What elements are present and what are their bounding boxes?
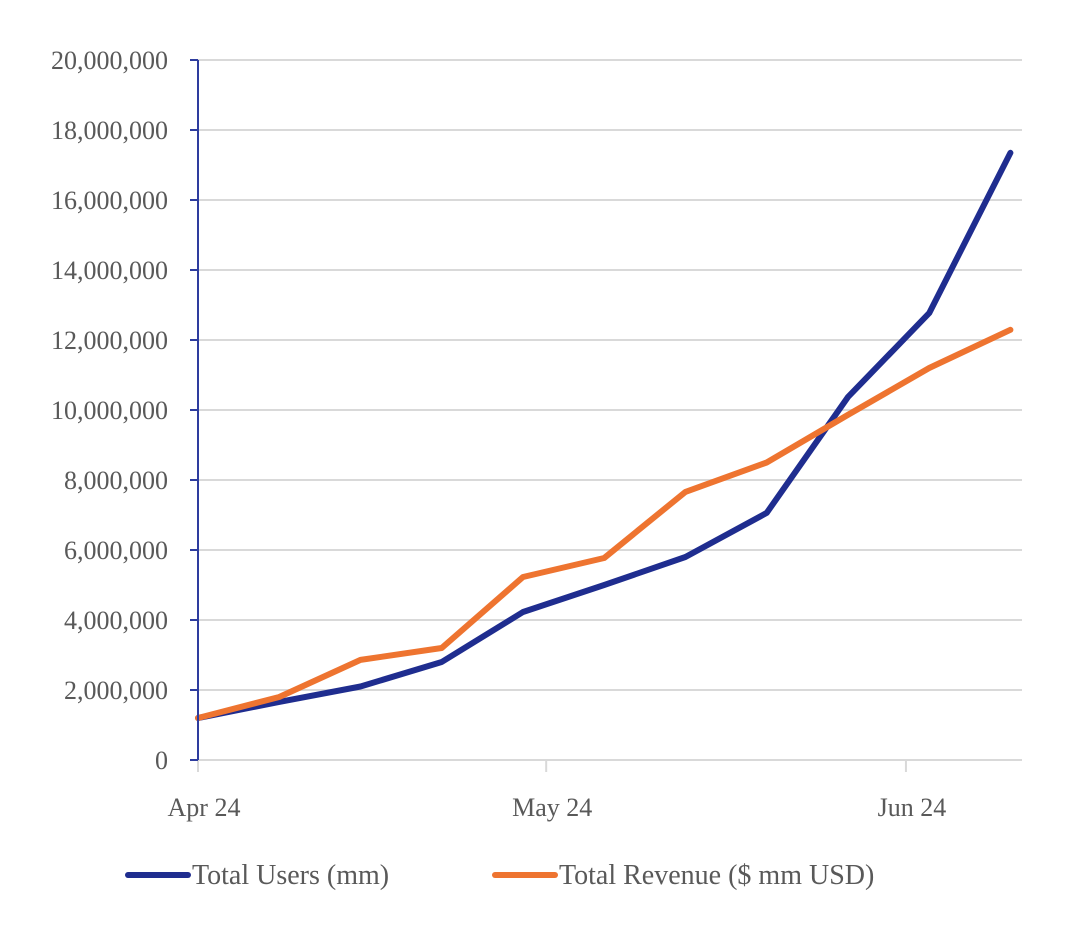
y-tick-label: 0 [155,746,168,775]
legend-label: Total Revenue ($ mm USD) [559,860,874,891]
x-tick-label: May 24 [512,793,592,822]
y-tick-label: 14,000,000 [51,256,168,285]
x-tick-label: Apr 24 [168,793,241,822]
axes [190,60,198,760]
gridlines [198,60,1022,760]
y-tick-label: 12,000,000 [51,326,168,355]
y-tick-label: 4,000,000 [64,606,168,635]
x-tick-label: Jun 24 [878,793,947,822]
y-tick-label: 6,000,000 [64,536,168,565]
y-tick-label: 18,000,000 [51,116,168,145]
legend-label: Total Users (mm) [192,860,389,891]
y-tick-label: 20,000,000 [51,46,168,75]
y-axis-tick-labels: 0 2,000,000 4,000,000 6,000,000 8,000,000 10,… [51,46,168,775]
x-axis-ticks: Apr 24 May 24 Jun 24 [168,760,947,822]
series-line-0 [198,153,1010,718]
legend: Total Users (mm) Total Revenue ($ mm USD) [128,860,874,891]
y-tick-label: 2,000,000 [64,676,168,705]
y-tick-label: 8,000,000 [64,466,168,495]
series-line-1 [198,330,1010,718]
series-lines [198,153,1011,718]
y-tick-label: 10,000,000 [51,396,168,425]
y-tick-label: 16,000,000 [51,186,168,215]
